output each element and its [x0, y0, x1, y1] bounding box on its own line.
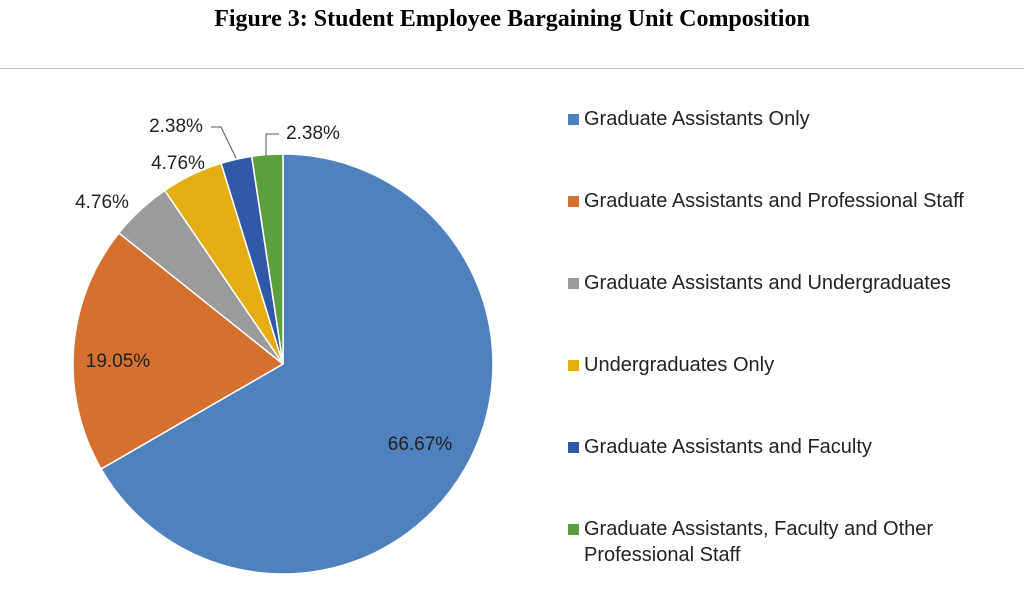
- legend-swatch-1: [568, 114, 579, 125]
- legend-item-3: Graduate Assistants and Undergraduates: [568, 270, 1018, 296]
- pie-slice-2: [72, 231, 285, 470]
- legend-label-3: Graduate Assistants and Undergraduates: [584, 272, 951, 294]
- leader-line-5: [211, 126, 237, 159]
- pie-slice-1: [100, 153, 494, 575]
- data-label-5: 2.38%: [149, 116, 203, 137]
- chart-title: Figure 3: Student Employee Bargaining Un…: [214, 6, 810, 32]
- data-label-2: 19.05%: [86, 351, 151, 372]
- legend-swatch-6: [568, 524, 579, 535]
- data-label-4: 4.76%: [151, 153, 205, 174]
- legend-label-2: Graduate Assistants and Professional Sta…: [584, 190, 964, 212]
- legend-label-6: Graduate Assistants, Faculty and Other P…: [584, 518, 934, 566]
- legend-swatch-2: [568, 196, 579, 207]
- title-divider: [0, 68, 1024, 69]
- legend-item-4: Undergraduates Only: [568, 352, 1018, 378]
- legend-item-6: Graduate Assistants, Faculty and Other P…: [568, 516, 1018, 568]
- pie-slice-6: [250, 153, 284, 365]
- legend-item-5: Graduate Assistants and Faculty: [568, 434, 1018, 460]
- legend-label-1: Graduate Assistants Only: [584, 108, 810, 130]
- legend-swatch-4: [568, 360, 579, 371]
- legend-label-4: Undergraduates Only: [584, 354, 775, 376]
- legend-item-1: Graduate Assistants Only: [568, 106, 1018, 132]
- legend-item-2: Graduate Assistants and Professional Sta…: [568, 188, 1018, 214]
- data-label-1: 66.67%: [388, 434, 453, 455]
- data-label-6: 2.38%: [286, 123, 340, 144]
- legend-label-5: Graduate Assistants and Faculty: [584, 436, 872, 458]
- legend-swatch-3: [568, 278, 579, 289]
- legend-swatch-5: [568, 442, 579, 453]
- leader-line-6: [265, 133, 279, 156]
- data-label-3: 4.76%: [75, 192, 129, 213]
